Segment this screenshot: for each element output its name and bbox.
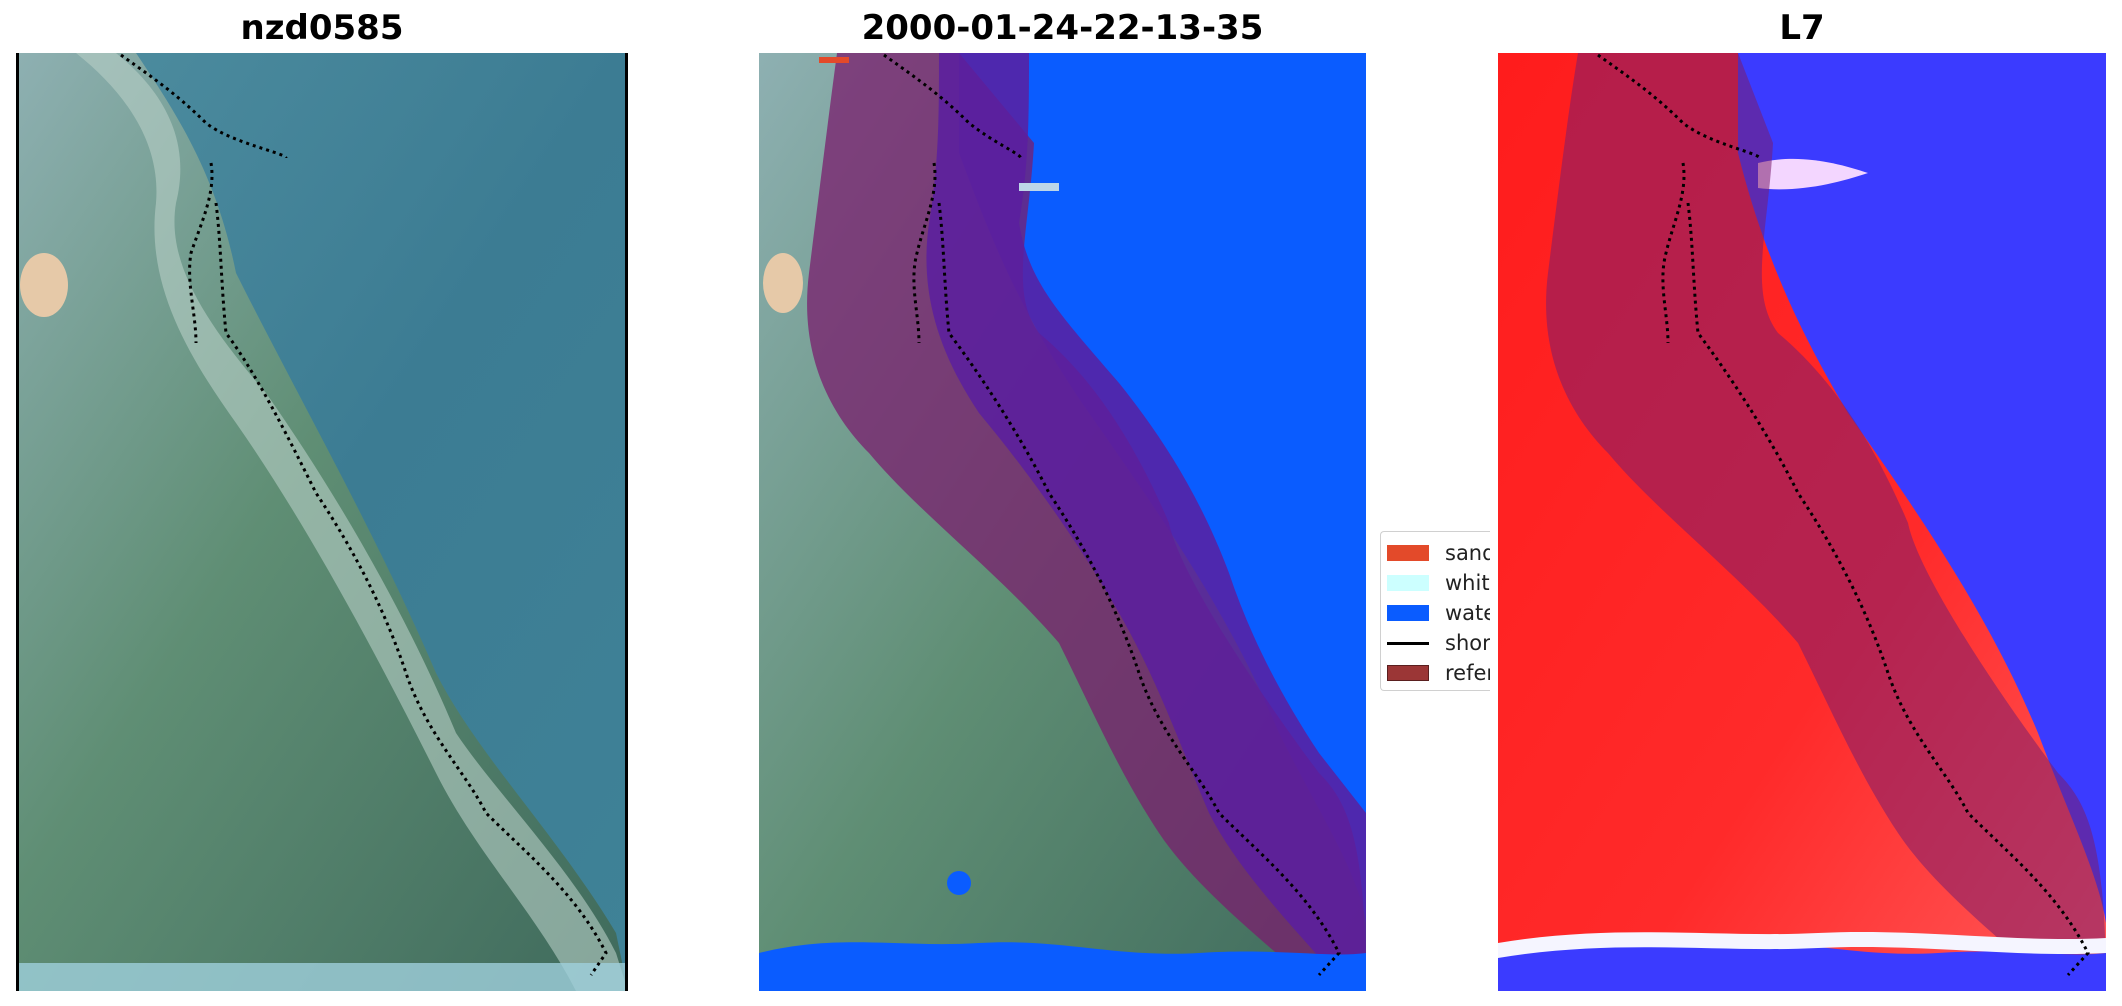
shoreline-contour	[120, 53, 608, 976]
legend-label-shore: shore	[1445, 631, 1490, 655]
legend-label-water: water	[1445, 601, 1490, 625]
panel-rgb-image	[16, 53, 628, 991]
sand-patch	[20, 253, 68, 317]
legend-label-reference: refer	[1445, 661, 1490, 685]
legend-swatch-reference	[1387, 665, 1429, 681]
shoreline-contour	[883, 53, 1341, 977]
reference-region	[1546, 53, 2106, 991]
legend: sand white water shore refer	[1380, 531, 1490, 691]
surf-index	[1498, 942, 2106, 991]
legend-swatch-water	[1387, 605, 1429, 621]
water-blob	[947, 871, 971, 895]
panel-index	[1498, 53, 2106, 991]
surf-water-class	[759, 942, 1366, 991]
shoreline-contour	[1597, 53, 2090, 977]
legend-item-white: white	[1387, 570, 1490, 596]
index-image	[1498, 53, 2106, 991]
white-patch	[1758, 158, 1868, 190]
sand-patch	[763, 253, 803, 313]
legend-label-sand: sand	[1445, 541, 1490, 565]
legend-line-shore	[1387, 641, 1429, 645]
classification-image	[759, 53, 1366, 991]
beach-strip	[76, 53, 628, 991]
legend-swatch-sand	[1387, 545, 1429, 561]
rgb-image	[16, 53, 628, 991]
legend-item-water: water	[1387, 600, 1490, 626]
surf-band	[16, 963, 628, 991]
legend-item-sand: sand	[1387, 540, 1490, 566]
panel-title-middle: 2000-01-24-22-13-35	[861, 8, 1264, 48]
sand-pixels	[819, 57, 849, 63]
surf-white-band	[1498, 931, 2106, 958]
legend-label-white: white	[1445, 571, 1490, 595]
panel-title-left: nzd0585	[240, 8, 404, 48]
white-water-patch	[1019, 183, 1059, 191]
panel-title-right: L7	[1779, 8, 1825, 48]
legend-swatch-white	[1387, 575, 1429, 591]
right-border	[625, 53, 628, 991]
water-overlap	[926, 53, 1366, 991]
panel-classification	[759, 53, 1366, 991]
legend-item-reference: refer	[1387, 660, 1490, 686]
left-border	[16, 53, 19, 991]
legend-item-shore: shore	[1387, 630, 1490, 656]
